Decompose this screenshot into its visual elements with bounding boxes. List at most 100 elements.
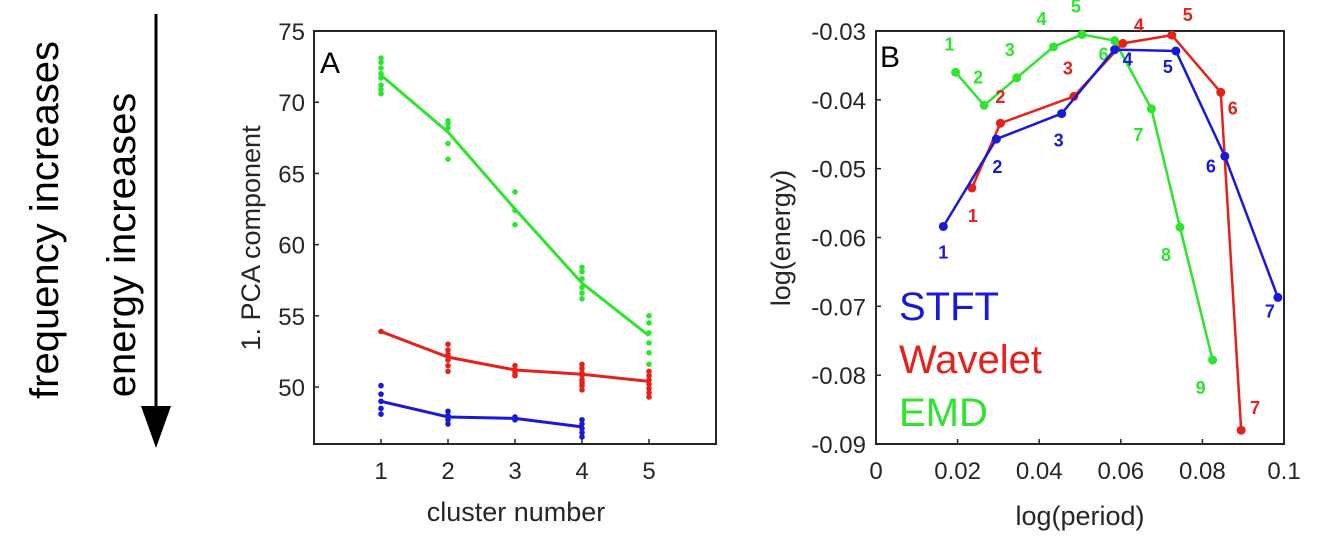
panel-a-x-tick-label: 2 xyxy=(441,458,454,485)
panel-a-wavelet-point xyxy=(445,347,451,353)
panel-a-wavelet-point xyxy=(445,341,451,348)
panel-b-emd-point xyxy=(1110,36,1120,46)
panel-b-legend-stft: STFT xyxy=(899,285,999,329)
panel-b-y-tick-label: -0.07 xyxy=(811,294,866,321)
panel-b-wavelet-point-label: 4 xyxy=(1134,15,1144,35)
panel-b-stft-point-label: 5 xyxy=(1163,57,1173,77)
energy-label: energy increases xyxy=(100,93,144,398)
panel-b-emd-point-label: 6 xyxy=(1099,45,1109,65)
panel-b-emd-point xyxy=(1048,42,1058,52)
panel-a-stft-point xyxy=(378,405,384,412)
panel-a-frame xyxy=(313,30,717,445)
panel-a-emd-point xyxy=(512,189,518,195)
panel-a-wavelet-point xyxy=(512,372,518,379)
panel-b-wavelet-point xyxy=(1069,91,1079,101)
panel-b-y-ticks: -0.03 -0.04 -0.05 -0.06 -0.07 -0.08 -0.09 xyxy=(811,19,881,459)
panel-b-wavelet-point-label: 3 xyxy=(1063,58,1073,78)
panel-a-x-tick-label: 4 xyxy=(575,458,588,485)
panel-a-emd-point xyxy=(579,268,585,275)
panel-b-emd-point-label: 8 xyxy=(1161,245,1171,265)
panel-a-wavelet-point xyxy=(445,351,451,358)
panel-a-emd-point xyxy=(378,55,384,61)
panel-a-y-tick-label: 60 xyxy=(278,233,305,260)
panel-b-stft-point-label: 4 xyxy=(1123,50,1133,70)
panel-b-emd-point-label: 2 xyxy=(973,67,983,87)
panel-a-emd-point xyxy=(646,330,652,336)
panel-b-stft-point xyxy=(938,221,948,231)
panel-b-emd-point-label: 4 xyxy=(1036,9,1046,29)
panel-a-stft-point xyxy=(445,421,451,427)
panel-b-emd-point xyxy=(951,67,961,77)
panel-a-stft-point xyxy=(579,434,585,440)
panel-a-y-tick-label: 65 xyxy=(278,161,305,188)
arrow-down-icon xyxy=(141,406,171,448)
panel-b-x-tick-label: 0.06 xyxy=(1097,458,1144,485)
panel-b-x-ticks: 0 0.02 0.04 0.06 0.08 0.1 xyxy=(869,439,1301,485)
panel-a-emd-point xyxy=(512,221,518,228)
panel-a-wavelet-point xyxy=(579,387,585,393)
panel-a-stft-point xyxy=(378,398,384,405)
panel-a-series xyxy=(378,55,652,440)
panel-b-stft-point xyxy=(991,134,1001,144)
panel-a-stft-point xyxy=(579,421,585,427)
panel-b-wavelet-point-label: 5 xyxy=(1183,5,1193,25)
panel-a-emd-point xyxy=(445,140,451,147)
panel-b-wavelet-point-label: 6 xyxy=(1228,98,1238,118)
panel-b-stft-point-label: 1 xyxy=(938,242,948,262)
panel-a-stft-point xyxy=(512,416,518,423)
panel-b-wavelet-point xyxy=(1236,425,1246,435)
panel-b-wavelet-point xyxy=(1216,87,1226,97)
panel-b-emd-point xyxy=(1175,222,1185,232)
panel-a-wavelet-point xyxy=(646,368,652,375)
panel-b-emd-point-label: 9 xyxy=(1196,378,1206,398)
panel-b-stft-point-label: 3 xyxy=(1054,131,1064,151)
panel-a-emd-point xyxy=(445,120,451,127)
panel-b: B 0 0.02 0.04 0.06 0.08 0.1 -0.03-0.04-0.05-0… xyxy=(766,0,1301,531)
panel-b-emd-point-label: 3 xyxy=(1005,40,1015,60)
panel-b-legend-emd: EMD xyxy=(899,391,988,435)
panel-a-emd-point xyxy=(378,82,384,88)
panel-a-x-ticks: 1 2 3 4 5 xyxy=(374,439,656,485)
panel-a-y-tick-label: 50 xyxy=(278,375,305,402)
panel-b-y-tick-label: -0.09 xyxy=(811,432,866,459)
panel-a-stft-point xyxy=(378,411,384,417)
panel-b-emd-point xyxy=(1077,29,1087,39)
panel-b-legend: STFT Wavelet EMD xyxy=(899,285,1042,435)
panel-b-wavelet-point xyxy=(1118,38,1128,48)
panel-a-stft-point xyxy=(445,408,451,415)
panel-b-wavelet-point-label: 2 xyxy=(995,87,1005,107)
panel-a-wavelet-point xyxy=(579,361,585,368)
panel-a-y-tick-label: 55 xyxy=(278,304,305,331)
panel-b-legend-wavelet: Wavelet xyxy=(899,338,1042,382)
panel-a-wavelet-point xyxy=(646,381,652,387)
panel-b-emd-point-label: 1 xyxy=(945,34,955,54)
panel-b-x-tick-label: 0 xyxy=(869,458,882,485)
side-annotations: frequency increases energy increases xyxy=(23,14,171,448)
panel-a-emd-point xyxy=(445,156,451,162)
panel-b-x-axis-label: log(period) xyxy=(1015,501,1144,531)
panel-a-stft-point xyxy=(378,391,384,397)
panel-b-stft-point xyxy=(1220,151,1230,161)
panel-b-wavelet-point-label: 7 xyxy=(1250,398,1260,418)
panel-a-wavelet-point xyxy=(579,382,585,389)
panel-a-emd-point xyxy=(378,65,384,71)
panel-a-emd-point xyxy=(378,75,384,81)
panel-b-emd-point-label: 5 xyxy=(1071,0,1081,16)
panel-a-emd-point xyxy=(579,295,585,302)
panel-a-emd-mean-line xyxy=(380,74,650,337)
panel-a-y-tick-label: 70 xyxy=(278,90,305,117)
panel-b-y-tick-label: -0.03 xyxy=(811,19,866,46)
panel-a-wavelet-point xyxy=(445,368,451,375)
panel-b-x-tick-label: 0.02 xyxy=(934,458,981,485)
panel-a-x-tick-label: 1 xyxy=(374,458,387,485)
panel-a-wavelet-point xyxy=(646,394,652,400)
panel-a-stft-point xyxy=(579,425,585,432)
panel-a-letter: A xyxy=(320,47,340,80)
panel-a-x-axis-label: cluster number xyxy=(427,497,606,527)
panel-a-wavelet-point xyxy=(512,362,518,369)
panel-a-wavelet-point xyxy=(646,385,652,392)
panel-a-y-tick-label: 75 xyxy=(278,19,305,46)
